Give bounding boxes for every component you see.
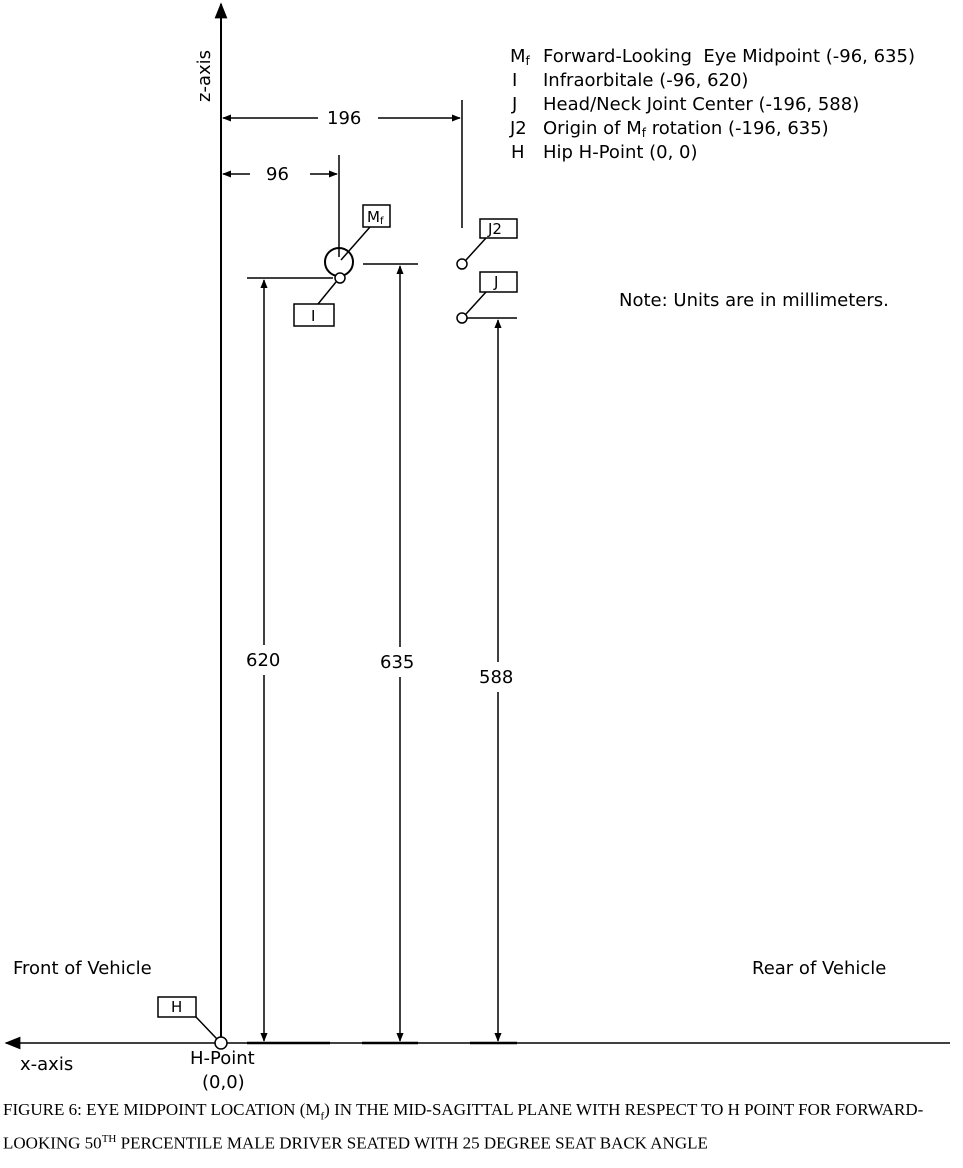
- j-point: [456, 312, 468, 324]
- legend-text-mf: Forward-Looking Eye Midpoint (-96, 635): [543, 46, 915, 67]
- figure-caption: FIGURE 6: EYE MIDPOINT LOCATION (Mf) IN …: [3, 1100, 924, 1154]
- mf-label-text: Mf: [367, 208, 384, 227]
- legend-text-h: Hip H-Point (0, 0): [543, 142, 698, 163]
- dim-588-label: 588: [479, 667, 513, 688]
- h-leader: [195, 1016, 218, 1040]
- j-leader: [465, 291, 487, 315]
- legend-key-h: H: [511, 142, 525, 163]
- legend: Mf Forward-Looking Eye Midpoint (-96, 63…: [509, 46, 915, 163]
- legend-key-j2: J2: [509, 118, 527, 139]
- front-of-vehicle-label: Front of Vehicle: [13, 958, 152, 979]
- h-point-label: H-Point: [190, 1048, 255, 1069]
- h-point: [214, 1036, 228, 1050]
- x-axis-label: x-axis: [20, 1054, 73, 1075]
- dim-620-label: 620: [246, 650, 280, 671]
- legend-key-mf: Mf: [510, 46, 531, 68]
- dim-635-label: 635: [380, 652, 414, 673]
- h-label-box: [157, 996, 197, 1018]
- legend-key-i: I: [512, 70, 517, 91]
- h-label-text: H: [171, 998, 182, 1016]
- mf-leader: [340, 226, 371, 261]
- z-axis-label: z-axis: [194, 50, 215, 102]
- infraorbitale-point: [334, 272, 346, 284]
- j2-leader: [465, 237, 487, 261]
- j2-point: [456, 258, 468, 270]
- j-label-text: J: [493, 273, 498, 291]
- i-label-box: [293, 303, 335, 327]
- dim-196-label: 196: [327, 108, 361, 129]
- rear-of-vehicle-label: Rear of Vehicle: [752, 958, 886, 979]
- legend-text-j2: Origin of Mf rotation (-196, 635): [543, 118, 829, 140]
- legend-text-j: Head/Neck Joint Center (-196, 588): [543, 94, 859, 115]
- j-label-box: [479, 271, 518, 293]
- diagram-canvas: z-axis x-axis Front of Vehicle Rear of V…: [4, 2, 950, 1093]
- units-note: Note: Units are in millimeters.: [619, 290, 889, 311]
- legend-key-j: J: [511, 94, 517, 115]
- mf-label-box: [362, 204, 391, 228]
- h-point-coords: (0,0): [202, 1072, 245, 1093]
- i-label-text: I: [311, 307, 315, 325]
- j2-label-box: [479, 218, 518, 239]
- dim-96-label: 96: [266, 164, 289, 185]
- legend-text-i: Infraorbitale (-96, 620): [543, 70, 748, 91]
- j2-label-text: J2: [487, 220, 502, 238]
- i-leader: [317, 281, 337, 305]
